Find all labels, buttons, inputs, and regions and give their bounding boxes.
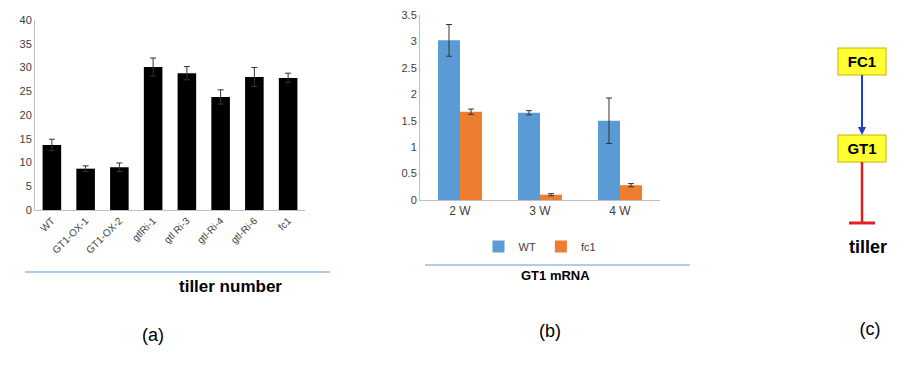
- svg-text:WT: WT: [519, 241, 536, 253]
- svg-text:FC1: FC1: [848, 53, 876, 70]
- svg-text:2 W: 2 W: [449, 204, 471, 218]
- svg-text:40: 40: [20, 14, 32, 26]
- svg-text:3.5: 3.5: [402, 9, 417, 21]
- svg-text:2: 2: [411, 88, 417, 100]
- svg-text:25: 25: [20, 85, 32, 97]
- svg-text:3 W: 3 W: [529, 204, 551, 218]
- svg-text:10: 10: [20, 156, 32, 168]
- svg-text:gtlRi-1: gtlRi-1: [130, 215, 159, 244]
- svg-text:GT1-OX-2: GT1-OX-2: [84, 215, 125, 256]
- svg-text:35: 35: [20, 38, 32, 50]
- svg-text:1: 1: [411, 141, 417, 153]
- svg-text:30: 30: [20, 61, 32, 73]
- svg-text:0: 0: [26, 204, 32, 216]
- svg-text:(c): (c): [860, 319, 881, 339]
- svg-text:GT1-OX-1: GT1-OX-1: [50, 215, 91, 256]
- svg-text:GT1 mRNA: GT1 mRNA: [521, 268, 590, 283]
- svg-text:gtl Ri-3: gtl Ri-3: [162, 215, 192, 245]
- svg-text:0.5: 0.5: [402, 167, 417, 179]
- svg-text:20: 20: [20, 109, 32, 121]
- svg-text:1.5: 1.5: [402, 115, 417, 127]
- svg-text:2.5: 2.5: [402, 62, 417, 74]
- svg-text:0: 0: [411, 194, 417, 206]
- svg-text:fc1: fc1: [581, 241, 596, 253]
- svg-text:fc1: fc1: [276, 215, 294, 233]
- svg-text:gtl-Ri-4: gtl-Ri-4: [195, 215, 226, 246]
- svg-text:gtl-Ri-6: gtl-Ri-6: [229, 215, 260, 246]
- svg-text:(a): (a): [142, 325, 164, 345]
- svg-text:5: 5: [26, 180, 32, 192]
- svg-text:(b): (b): [539, 321, 561, 341]
- svg-text:4 W: 4 W: [609, 204, 631, 218]
- svg-text:GT1: GT1: [847, 140, 876, 157]
- svg-text:15: 15: [20, 133, 32, 145]
- svg-text:tiller number: tiller number: [179, 277, 282, 296]
- svg-text:3: 3: [411, 35, 417, 47]
- svg-text:tiller: tiller: [849, 237, 887, 257]
- svg-text:WT: WT: [38, 215, 57, 234]
